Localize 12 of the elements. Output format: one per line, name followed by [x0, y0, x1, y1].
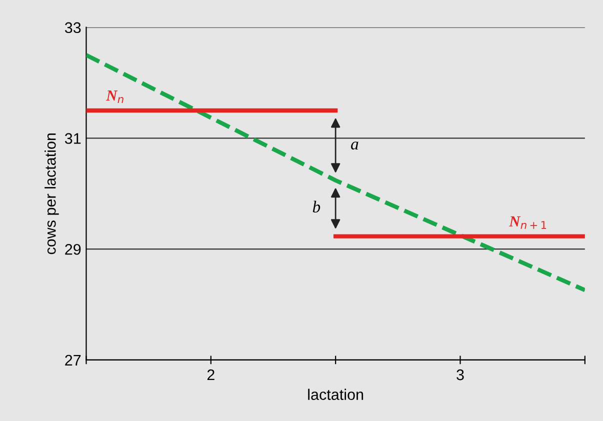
annotation: a — [351, 142, 358, 150]
y-tick-label: 33 — [64, 22, 81, 34]
series-label: N$_{n+1}$ — [509, 216, 546, 229]
y-axis-title: cows per lactation — [44, 134, 59, 254]
y-tick-label: 31 — [64, 133, 81, 144]
annotation: b — [312, 200, 320, 213]
x-tick-label: 3 — [456, 369, 464, 380]
x-tick-label: 2 — [207, 369, 214, 380]
y-tick-label: 29 — [65, 244, 81, 255]
y-tick-label: 27 — [65, 354, 81, 366]
x-axis-title: lactation — [308, 388, 364, 400]
series-label: N$_{n}$ — [106, 90, 124, 104]
